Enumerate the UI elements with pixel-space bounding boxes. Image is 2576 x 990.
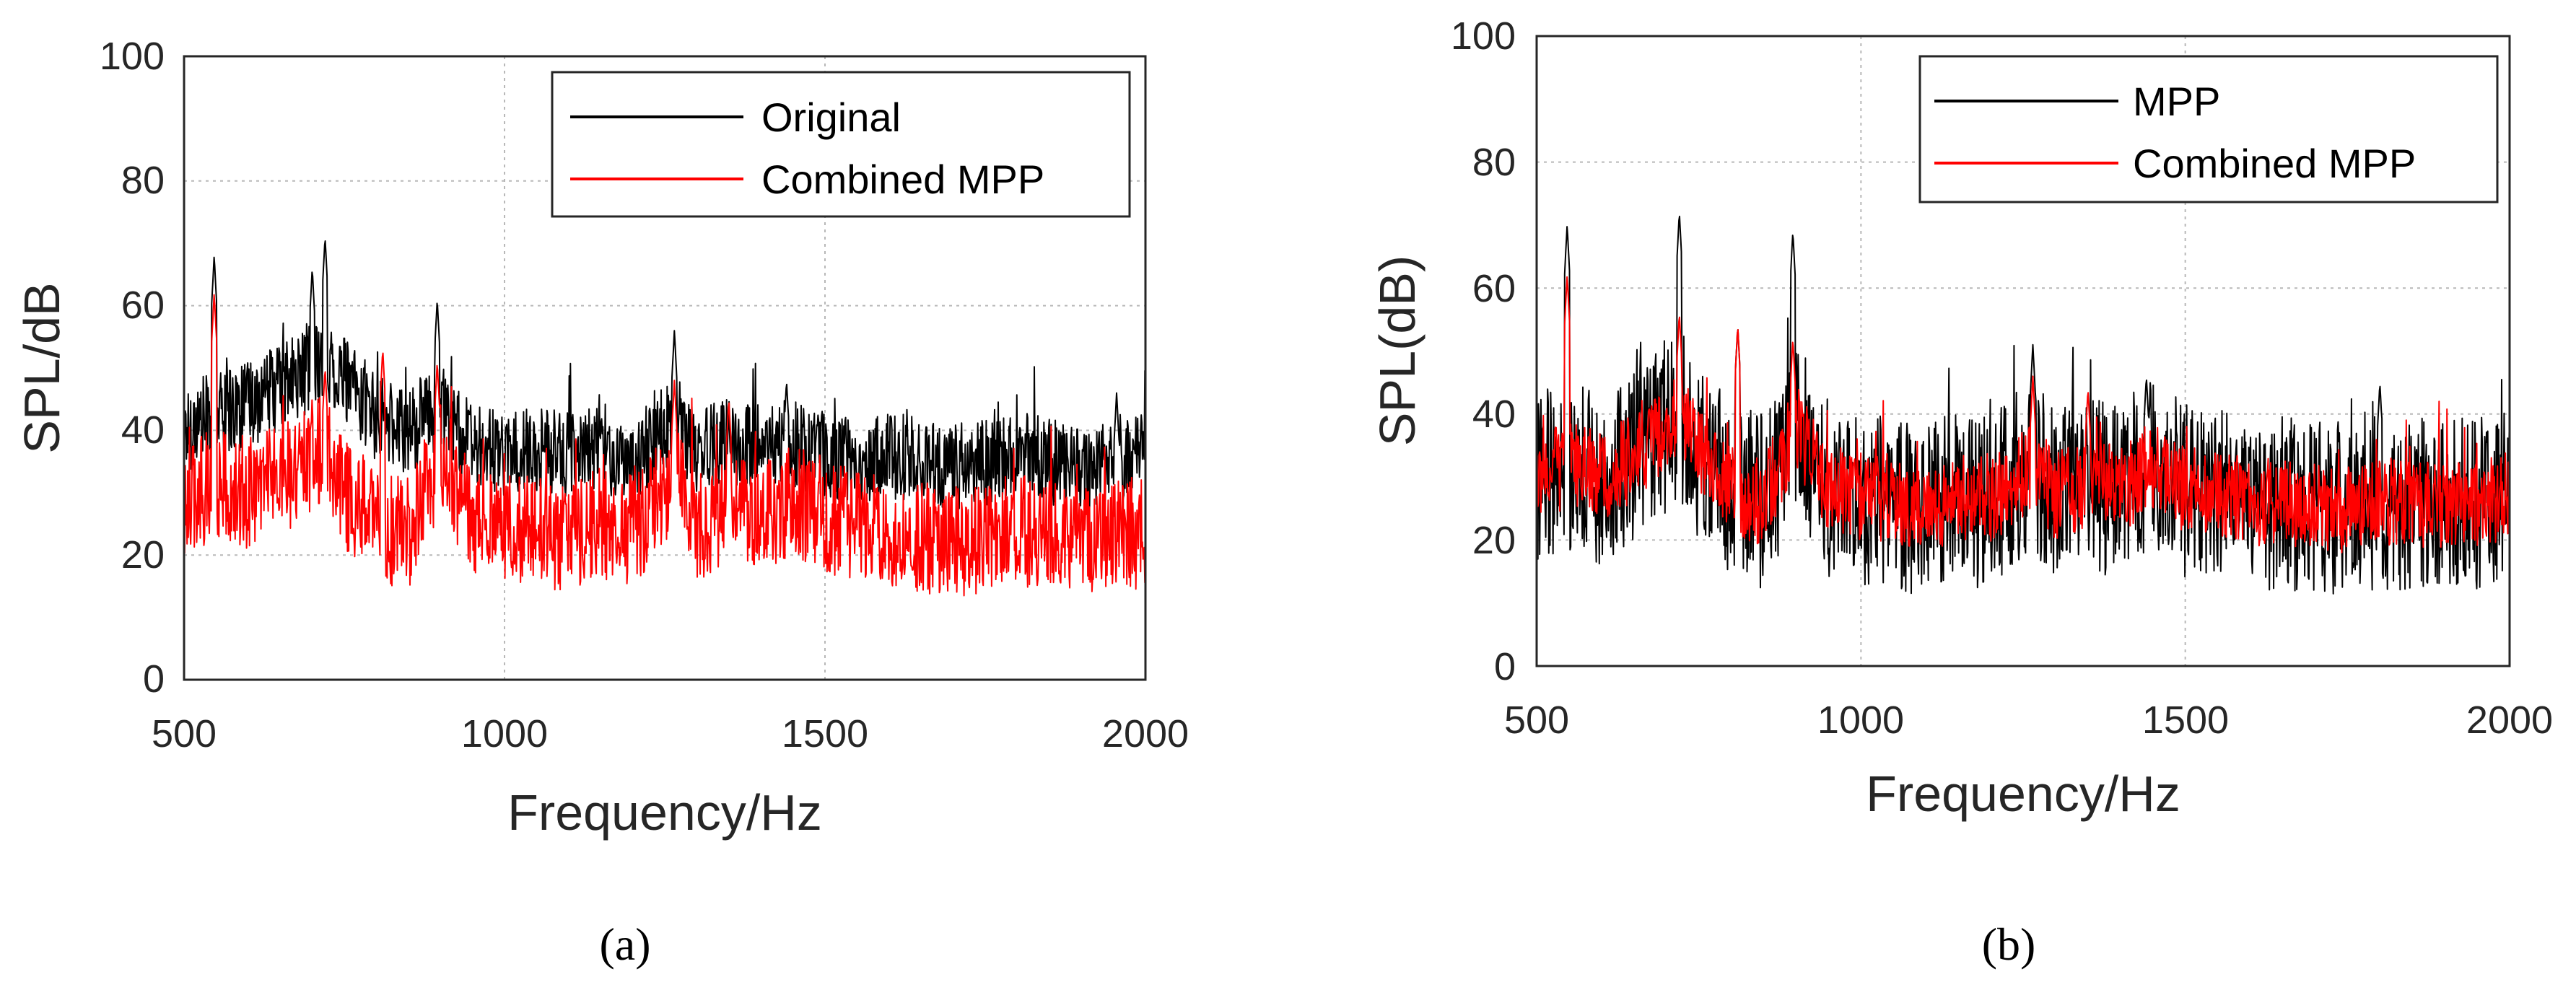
x-axis-label-a: Frequency/Hz bbox=[507, 784, 822, 841]
y-tick-a-100: 100 bbox=[100, 35, 165, 78]
x-tick-a-1000: 1000 bbox=[461, 712, 548, 755]
x-tick-b-2000: 2000 bbox=[2466, 698, 2553, 742]
series-b-combined-mpp bbox=[1536, 276, 2510, 553]
legend-label-mpp: MPP bbox=[2133, 79, 2220, 124]
x-tick-a-500: 500 bbox=[152, 712, 217, 755]
legend-label-combined-b: Combined MPP bbox=[2133, 141, 2416, 186]
legend-label-combined-a: Combined MPP bbox=[761, 157, 1044, 202]
panel-a: 0 20 40 60 80 100 500 1000 1500 2000 Fre… bbox=[14, 35, 1189, 970]
y-tick-b-40: 40 bbox=[1472, 393, 1516, 436]
y-tick-a-0: 0 bbox=[143, 657, 165, 701]
x-tick-a-1500: 1500 bbox=[782, 712, 868, 755]
series-a-combined-mpp bbox=[183, 294, 1146, 597]
y-tick-a-40: 40 bbox=[121, 408, 165, 452]
y-tick-a-20: 20 bbox=[121, 533, 165, 577]
caption-b: (b) bbox=[1982, 919, 2036, 970]
x-tick-b-1000: 1000 bbox=[1817, 698, 1904, 742]
y-tick-b-100: 100 bbox=[1451, 14, 1516, 58]
axes-frame-a bbox=[183, 55, 1147, 681]
plot-area-b bbox=[1536, 215, 2510, 595]
y-tick-b-60: 60 bbox=[1472, 267, 1516, 310]
x-tick-b-1500: 1500 bbox=[2142, 698, 2229, 742]
y-axis-label-a: SPL/dB bbox=[14, 282, 70, 453]
x-tick-b-500: 500 bbox=[1504, 698, 1569, 742]
panel-b: 0 20 40 60 80 100 500 1000 1500 2000 Fre… bbox=[1369, 14, 2553, 970]
y-tick-b-80: 80 bbox=[1472, 141, 1516, 184]
y-tick-b-20: 20 bbox=[1472, 519, 1516, 562]
y-tick-b-0: 0 bbox=[1494, 645, 1516, 688]
legend-box-b bbox=[1918, 55, 2499, 203]
y-tick-a-60: 60 bbox=[121, 284, 165, 327]
legend-box-a bbox=[551, 71, 1131, 218]
x-tick-a-2000: 2000 bbox=[1102, 712, 1189, 755]
legend-a: Original Combined MPP bbox=[551, 71, 1131, 218]
y-tick-a-80: 80 bbox=[121, 159, 165, 202]
x-axis-label-b: Frequency/Hz bbox=[1866, 766, 2180, 822]
y-axis-label-b: SPL(dB) bbox=[1369, 255, 1425, 447]
axes-frame-b bbox=[1535, 35, 2511, 667]
legend-label-original: Original bbox=[761, 95, 901, 140]
caption-a: (a) bbox=[599, 919, 650, 970]
legend-b: MPP Combined MPP bbox=[1918, 55, 2499, 203]
plot-area-a bbox=[183, 240, 1146, 597]
